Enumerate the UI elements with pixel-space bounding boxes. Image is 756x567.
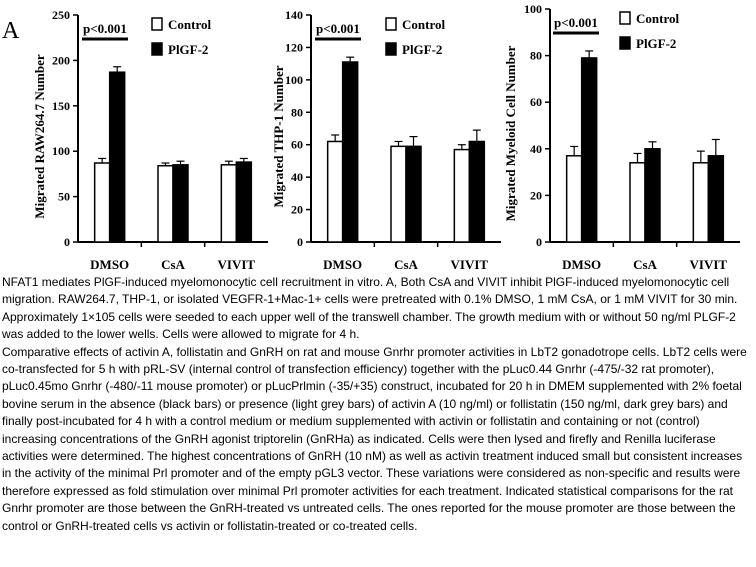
y-tick-label: 100: [285, 73, 303, 87]
chart-2: 0 20 40 60 80 100 120 140 Migrated THP-1 Number D…: [271, 8, 501, 272]
figure-caption: NFAT1 mediates PlGF-induced myelomonocyt…: [2, 274, 754, 535]
y-axis-label: Migrated THP-1 Number: [271, 65, 286, 207]
significance-label: p<0.001: [83, 21, 127, 36]
bar-plgf-2-vivit: [468, 140, 486, 243]
figure-panel-a: A 0 50 100 150 200 250 Migrated RAW264.7 Numbe…: [0, 0, 756, 272]
x-tick-label: DMSO: [562, 257, 601, 270]
y-tick-label: 200: [52, 53, 70, 67]
legend-label-control: Control: [402, 17, 445, 32]
bar-control-csa: [157, 164, 174, 243]
legend-swatch-plgf-2: [151, 42, 163, 56]
legend-label-plgf-2: PlGF-2: [636, 36, 676, 51]
y-tick-label: 0: [64, 235, 70, 249]
y-tick-label: 60: [530, 95, 542, 109]
bar-plgf-2-csa: [405, 145, 422, 243]
y-axis-label: Migrated RAW264.7 Number: [32, 54, 47, 219]
bar-plgf-2-dmso: [341, 61, 359, 243]
x-tick-label: DMSO: [323, 257, 362, 270]
bar-plgf-2-vivit: [707, 155, 725, 243]
x-tick-label: VIVIT: [690, 257, 728, 270]
legend-swatch-control: [385, 17, 397, 31]
legend-label-control: Control: [168, 17, 211, 32]
y-tick-label: 50: [58, 190, 70, 204]
x-tick-label: CsA: [633, 257, 657, 270]
legend-label-plgf-2: PlGF-2: [402, 42, 442, 57]
bar-control-vivit: [692, 162, 710, 243]
legend-swatch-control: [619, 11, 631, 25]
bar-plgf-2-dmso: [108, 71, 126, 243]
bar-control-vivit: [453, 148, 471, 243]
bar-control-dmso: [565, 155, 583, 243]
x-tick-label: VIVIT: [451, 257, 489, 270]
bar-plgf-2-csa: [644, 148, 661, 243]
legend-label-plgf-2: PlGF-2: [168, 42, 208, 57]
y-tick-label: 140: [285, 8, 303, 22]
caption-paragraph-2: Comparative effects of activin A, follis…: [2, 344, 747, 533]
y-tick-label: 250: [52, 8, 70, 22]
y-tick-label: 100: [524, 2, 542, 16]
caption-paragraph-1: NFAT1 mediates PlGF-induced myelomonocyt…: [2, 275, 738, 342]
bar-plgf-2-vivit: [235, 161, 253, 243]
y-tick-label: 0: [297, 235, 303, 249]
y-tick-label: 40: [291, 170, 303, 184]
x-tick-label: CsA: [161, 257, 185, 270]
y-tick-label: 20: [291, 203, 303, 217]
bar-control-csa: [629, 162, 646, 243]
significance-label: p<0.001: [554, 15, 598, 30]
legend-label-control: Control: [636, 11, 679, 26]
significance-label: p<0.001: [316, 21, 360, 36]
bar-control-vivit: [220, 164, 238, 243]
y-tick-label: 60: [291, 138, 303, 152]
panel-label: A: [2, 18, 20, 44]
bar-control-dmso: [93, 162, 111, 243]
bar-plgf-2-dmso: [580, 57, 598, 243]
y-tick-label: 100: [52, 144, 70, 158]
y-axis-label: Migrated Myeloid Cell Number: [503, 45, 518, 221]
y-tick-label: 40: [530, 142, 542, 156]
y-tick-label: 80: [530, 49, 542, 63]
y-tick-label: 80: [291, 105, 303, 119]
bar-control-dmso: [326, 140, 344, 243]
chart-1: 0 50 100 150 200 250 Migrated RAW264.7 Number D…: [32, 8, 268, 272]
y-tick-label: 0: [536, 235, 542, 249]
legend-swatch-plgf-2: [385, 42, 397, 56]
chart-3: 0 20 40 60 80 100 Migrated Myeloid Cell Number…: [503, 2, 740, 272]
y-tick-label: 150: [52, 99, 70, 113]
bar-control-csa: [390, 145, 407, 243]
bar-plgf-2-csa: [172, 164, 189, 243]
x-tick-label: DMSO: [90, 257, 129, 270]
y-tick-label: 120: [285, 40, 303, 54]
y-tick-label: 20: [530, 188, 542, 202]
x-tick-label: VIVIT: [218, 257, 256, 270]
legend-swatch-plgf-2: [619, 36, 631, 50]
x-tick-label: CsA: [394, 257, 418, 270]
legend-swatch-control: [151, 17, 163, 31]
